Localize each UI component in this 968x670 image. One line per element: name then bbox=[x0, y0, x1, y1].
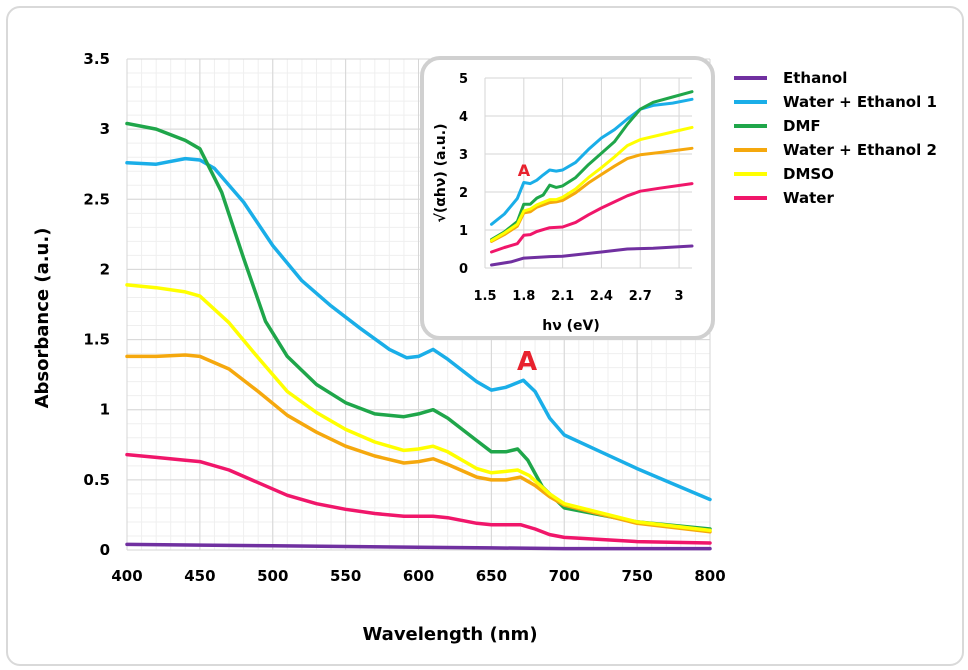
main-x-tick-label: 550 bbox=[330, 567, 361, 585]
legend: Ethanol Water + Ethanol 1 DMF Water + Ethan… bbox=[734, 69, 937, 207]
legend-label-water: Water bbox=[783, 189, 834, 207]
inset-y-tick-label: 3 bbox=[459, 148, 468, 163]
inset-x-tick-label: 3 bbox=[675, 289, 684, 304]
series-line-water-ethanol-1 bbox=[125, 156, 712, 502]
main-x-tick-label: 500 bbox=[257, 567, 288, 585]
main-x-tick-label: 800 bbox=[694, 567, 725, 585]
main-x-tick-label: 450 bbox=[184, 567, 215, 585]
inset-y-tick-label: 2 bbox=[459, 186, 468, 201]
y-axis-title: Absorbance (a.u.) bbox=[32, 228, 53, 409]
main-y-tick-label: 3 bbox=[100, 120, 110, 138]
main-x-tick-label: 650 bbox=[476, 567, 507, 585]
series-line-ethanol bbox=[125, 542, 712, 551]
main-y-tick-label: 2.5 bbox=[83, 190, 110, 208]
main-series-lines bbox=[125, 121, 712, 551]
inset-y-tick-label: 5 bbox=[459, 72, 468, 87]
legend-label-water-ethanol-1: Water + Ethanol 1 bbox=[783, 93, 937, 111]
inset-annotation-a: A bbox=[518, 161, 531, 180]
main-y-tick-label: 0.5 bbox=[83, 471, 110, 489]
legend-label-dmso: DMSO bbox=[783, 165, 834, 183]
series-line-dmso bbox=[125, 283, 712, 533]
main-annotation-a: A bbox=[517, 347, 537, 377]
series-line-dmf bbox=[125, 121, 712, 531]
legend-label-water-ethanol-2: Water + Ethanol 2 bbox=[783, 141, 937, 159]
inset-x-tick-labels: 1.5 1.8 2.1 2.4 2.7 3 bbox=[473, 289, 683, 304]
inset-y-tick-label: 0 bbox=[459, 262, 468, 277]
legend-label-ethanol: Ethanol bbox=[783, 69, 847, 87]
main-x-tick-label: 400 bbox=[111, 567, 142, 585]
main-x-tick-label: 700 bbox=[549, 567, 580, 585]
main-y-tick-label: 1.5 bbox=[83, 331, 110, 349]
main-x-tick-label: 600 bbox=[403, 567, 434, 585]
inset-y-tick-label: 1 bbox=[459, 224, 468, 239]
main-y-tick-labels: 0 0.5 1 1.5 2 2.5 3 3.5 bbox=[83, 50, 110, 559]
inset-series-line-1 bbox=[490, 244, 694, 267]
inset-x-axis-title: hν (eV) bbox=[542, 318, 600, 334]
legend-label-dmf: DMF bbox=[783, 117, 821, 135]
main-y-tick-label: 2 bbox=[100, 260, 110, 278]
main-y-tick-label: 1 bbox=[100, 401, 110, 419]
main-x-tick-label: 750 bbox=[621, 567, 652, 585]
main-y-tick-label: 0 bbox=[100, 541, 110, 559]
inset-series-lines bbox=[490, 90, 694, 267]
inset-y-tick-labels: 0 1 2 3 4 5 bbox=[459, 72, 468, 277]
main-x-tick-labels: 400 450 500 550 600 650 700 750 800 bbox=[111, 567, 725, 585]
inset-series-line-3 bbox=[490, 90, 694, 241]
inset-x-tick-label: 2.7 bbox=[629, 289, 652, 304]
inset-series-line-6 bbox=[490, 182, 694, 254]
inset-panel: 1.5 1.8 2.1 2.4 2.7 3 0 1 2 3 4 5 hν (eV) √(αhν) (… bbox=[420, 56, 715, 340]
series-line-water bbox=[125, 452, 712, 545]
inset-x-tick-label: 1.5 bbox=[473, 289, 496, 304]
series-line-water-ethanol-2 bbox=[125, 353, 712, 534]
inset-x-tick-label: 2.4 bbox=[590, 289, 613, 304]
main-y-tick-label: 3.5 bbox=[83, 50, 110, 68]
inset-y-axis-title: √(αhν) (a.u.) bbox=[433, 124, 449, 223]
x-axis-title: Wavelength (nm) bbox=[362, 624, 537, 645]
inset-x-tick-label: 2.1 bbox=[551, 289, 574, 304]
inset-series-line-5 bbox=[490, 125, 694, 243]
inset-x-tick-label: 1.8 bbox=[512, 289, 535, 304]
inset-y-tick-label: 4 bbox=[459, 110, 468, 125]
